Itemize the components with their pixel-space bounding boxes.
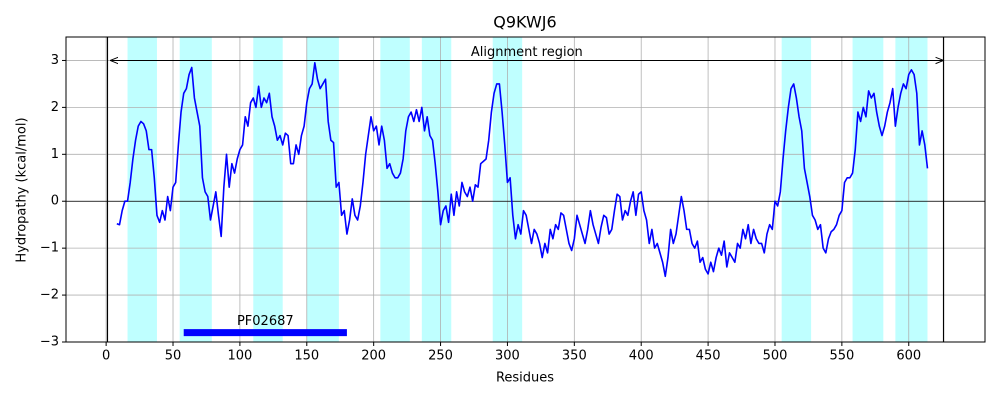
tm-region — [380, 37, 410, 342]
tm-region — [852, 37, 884, 342]
domain-label: PF02687 — [237, 314, 294, 329]
x-tick-label: 200 — [361, 349, 386, 364]
x-tick-label: 500 — [763, 349, 788, 364]
x-tick-label: 0 — [102, 349, 110, 364]
tm-region — [781, 37, 812, 342]
tm-region — [895, 37, 928, 342]
y-tick-label: −1 — [40, 241, 59, 256]
y-tick-label: −3 — [40, 335, 59, 350]
tm-region — [306, 37, 339, 342]
x-tick-label: 400 — [629, 349, 654, 364]
alignment-label: Alignment region — [471, 45, 583, 60]
hydropathy-line — [116, 62, 929, 278]
x-tick-label: 450 — [696, 349, 721, 364]
y-tick-label: 1 — [51, 147, 59, 162]
chart-title: Q9KWJ6 — [493, 13, 556, 32]
x-tick-label: 100 — [227, 349, 252, 364]
y-tick-label: 3 — [51, 53, 59, 68]
y-axis-label: Hydropathy (kcal/mol) — [15, 117, 30, 262]
x-axis-label: Residues — [496, 371, 554, 386]
x-tick-label: 150 — [294, 349, 319, 364]
x-tick-label: 350 — [562, 349, 587, 364]
x-tick-label: 300 — [495, 349, 520, 364]
tm-region — [421, 37, 452, 342]
y-tick-label: 2 — [51, 100, 59, 115]
x-tick-label: 550 — [829, 349, 854, 364]
x-tick-label: 50 — [165, 349, 182, 364]
tm-region — [127, 37, 157, 342]
tm-region — [253, 37, 283, 342]
plot-frame — [65, 36, 986, 343]
x-tick-label: 600 — [896, 349, 921, 364]
y-tick-label: 0 — [51, 194, 59, 209]
tm-region — [179, 37, 212, 342]
x-tick-label: 250 — [428, 349, 453, 364]
y-tick-label: −2 — [40, 288, 59, 303]
